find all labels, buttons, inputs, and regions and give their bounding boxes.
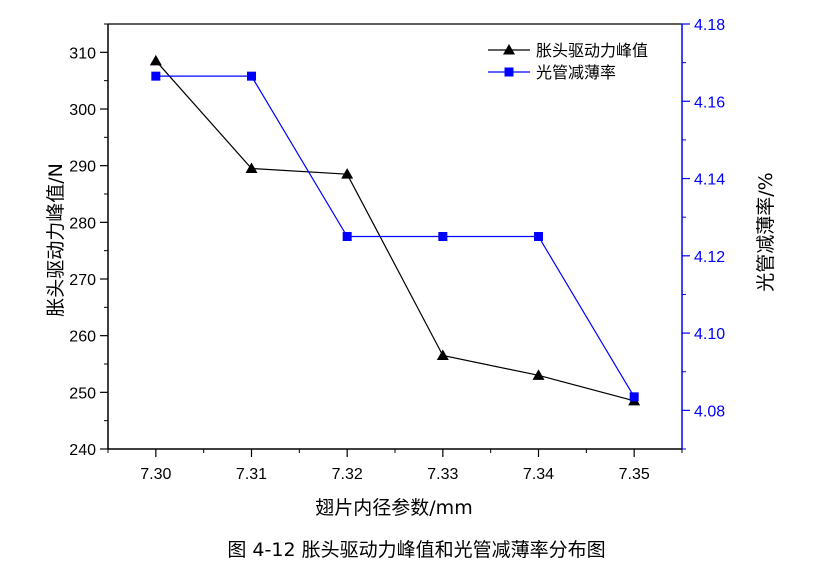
figure-caption: 图 4-12 胀头驱动力峰值和光管减薄率分布图	[227, 539, 606, 561]
legend-marker-triangle	[503, 44, 515, 55]
data-point-square	[629, 392, 639, 402]
right-y-axis-title: 光管减薄率/%	[755, 172, 777, 291]
data-point-triangle	[532, 369, 545, 380]
x-tick-label: 7.33	[427, 466, 458, 483]
series-line	[155, 60, 635, 402]
left-y-tick-label: 280	[69, 215, 96, 232]
right-y-tick-label: 4.12	[694, 249, 725, 266]
legend-label: 胀头驱动力峰值	[536, 41, 648, 60]
legend-label: 光管减薄率	[536, 63, 616, 82]
x-tick-label: 7.35	[619, 466, 650, 483]
x-tick-label: 7.31	[236, 466, 267, 483]
right-y-axis: 4.08 4.10 4.12 4.14 4.16 4.18	[682, 17, 725, 450]
data-point-square	[534, 232, 543, 241]
data-point-square	[247, 71, 256, 81]
right-y-tick-label: 4.10	[694, 326, 725, 343]
data-point-triangle	[149, 54, 162, 66]
data-point-square	[438, 232, 448, 241]
x-tick-label: 7.34	[523, 466, 554, 483]
x-tick-label: 7.32	[332, 466, 363, 483]
data-point-square	[151, 71, 161, 81]
left-y-tick-label: 250	[69, 385, 96, 402]
left-y-tick-label: 300	[69, 102, 96, 119]
series-layer	[149, 54, 641, 406]
left-y-tick-label: 270	[69, 272, 96, 289]
data-point-square	[342, 232, 352, 241]
x-axis-title: 翅片内径参数/mm	[315, 497, 472, 519]
right-y-tick-label: 4.08	[694, 403, 725, 420]
data-point-triangle	[245, 162, 258, 173]
left-y-tick-label: 260	[69, 329, 96, 346]
left-y-tick-label: 290	[69, 159, 96, 176]
left-y-axis: 240 250 260 270 280 290 300 310	[69, 23, 108, 459]
left-y-tick-label: 310	[69, 45, 96, 62]
series-line	[155, 75, 635, 398]
right-y-tick-label: 4.16	[694, 94, 725, 111]
right-y-tick-label: 4.14	[694, 172, 725, 189]
x-axis: 7.30 7.31 7.32 7.33 7.34 7.35	[107, 449, 683, 483]
left-y-axis-title: 胀头驱动力峰值/N	[45, 163, 67, 317]
right-y-tick-label: 4.18	[694, 17, 725, 34]
left-y-tick-label: 240	[69, 442, 96, 459]
legend-marker-square	[504, 67, 514, 77]
data-point-triangle	[436, 349, 449, 360]
x-tick-label: 7.30	[140, 466, 171, 483]
data-point-triangle	[341, 168, 354, 179]
